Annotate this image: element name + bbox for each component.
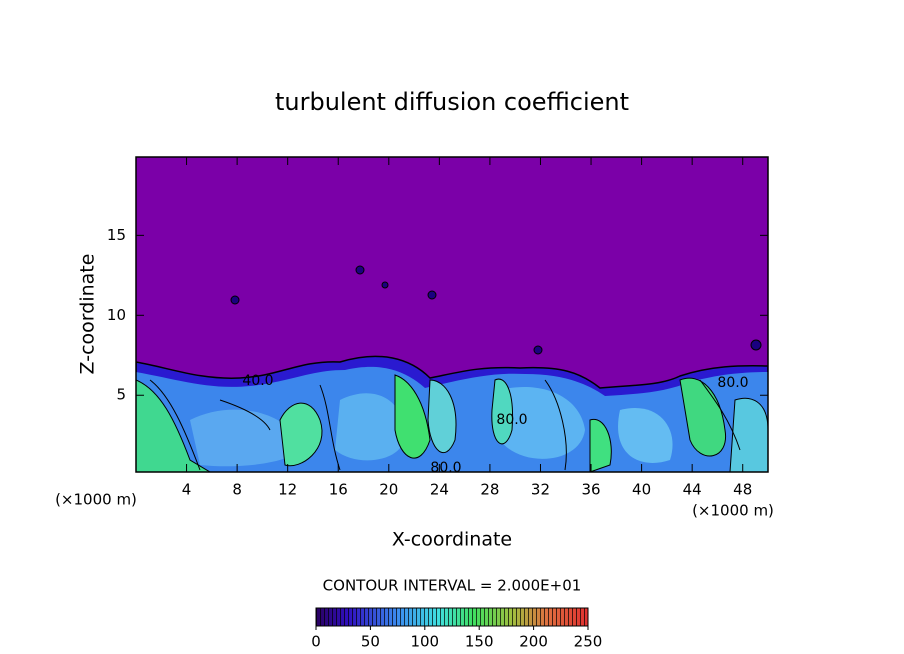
plot-frame [135,156,769,473]
contour-field [136,157,768,472]
x-tick-label: 40 [632,481,651,499]
x-tick-label: 36 [581,481,600,499]
x-tick-label: 32 [531,481,550,499]
contour-interval: CONTOUR INTERVAL = 2.000E+01 [323,577,582,595]
y-tick-label: 10 [107,306,126,324]
contour-label: 80.0 [717,375,748,391]
x-tick-label: 16 [329,481,348,499]
colorbar-tick-label: 250 [574,633,603,651]
colorbar-tick-label: 0 [311,633,321,651]
x-tick-label: 48 [733,481,752,499]
contour-label: 80.0 [430,460,461,476]
x-tick-label: 12 [278,481,297,499]
colorbar-tick-label: 50 [361,633,380,651]
colorbar-tick-label: 100 [410,633,439,651]
x-tick-label: 44 [683,481,702,499]
chart-title: turbulent diffusion coefficient [275,88,629,116]
y-axis-label: Z-coordinate [77,254,99,375]
x-tick-label: 28 [480,481,499,499]
contour-label: 80.0 [496,412,527,428]
colorbar-tick-label: 200 [519,633,548,651]
colorbar-lines [315,607,589,627]
x-unit-label: (×1000 m) [55,491,137,509]
y-tick-label: 15 [107,226,126,244]
y-tick-label: 5 [116,386,126,404]
x-axis-label: X-coordinate [392,529,512,551]
x-tick-label: 20 [379,481,398,499]
x-tick-label: 4 [182,481,192,499]
contour-label: 40.0 [242,373,273,389]
colorbar-tick-label: 150 [465,633,494,651]
x-tick-label: 24 [430,481,449,499]
x-unit-label: (×1000 m) [692,502,774,520]
x-tick-label: 8 [232,481,242,499]
